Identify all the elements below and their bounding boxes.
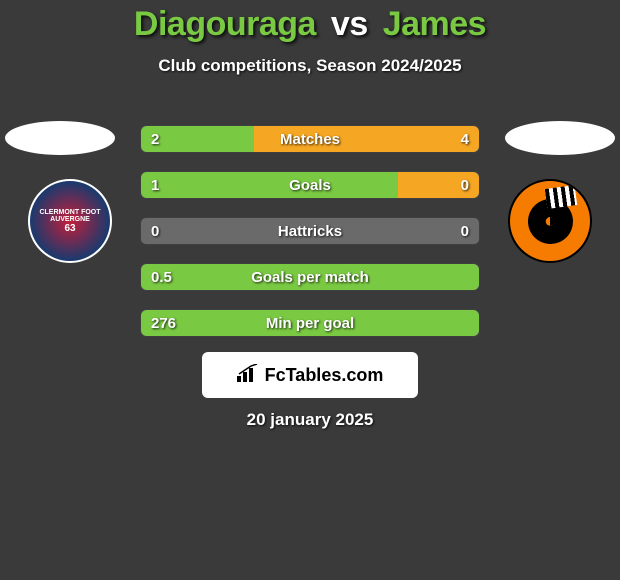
vs-text: vs bbox=[331, 5, 368, 43]
team-badge-right: ◐ bbox=[508, 179, 592, 263]
date-text: 20 january 2025 bbox=[0, 410, 620, 430]
stats-bars-container: 24Matches 10Goals 00Hattricks 0.5Goals per … bbox=[140, 125, 480, 355]
stat-bar-row: 276Min per goal bbox=[140, 309, 480, 337]
badge-left-line1: CLERMONT FOOT bbox=[39, 209, 100, 216]
fctables-text: FcTables.com bbox=[265, 365, 384, 386]
badge-left-number: 63 bbox=[64, 223, 75, 234]
stat-bar-row: 00Hattricks bbox=[140, 217, 480, 245]
fctables-logo-box: FcTables.com bbox=[202, 352, 418, 398]
comparison-title: Diagouraga vs James bbox=[0, 0, 620, 44]
team-badge-left: CLERMONT FOOT AUVERGNE 63 bbox=[28, 179, 112, 263]
bar-label: Min per goal bbox=[141, 310, 479, 338]
right-shadow-ellipse bbox=[505, 121, 615, 155]
chart-icon bbox=[237, 364, 259, 387]
stat-bar-row: 24Matches bbox=[140, 125, 480, 153]
bar-label: Goals per match bbox=[141, 264, 479, 292]
stat-bar-row: 10Goals bbox=[140, 171, 480, 199]
stat-bar-row: 0.5Goals per match bbox=[140, 263, 480, 291]
fish-icon: ◐ bbox=[544, 210, 556, 233]
subtitle: Club competitions, Season 2024/2025 bbox=[0, 56, 620, 76]
bar-label: Matches bbox=[141, 126, 479, 154]
left-shadow-ellipse bbox=[5, 121, 115, 155]
player2-name: James bbox=[383, 5, 486, 43]
bar-label: Goals bbox=[141, 172, 479, 200]
bar-label: Hattricks bbox=[141, 218, 479, 246]
badge-left-line2: AUVERGNE bbox=[50, 216, 90, 223]
badge-right-stripes bbox=[545, 185, 577, 209]
player1-name: Diagouraga bbox=[134, 5, 316, 43]
